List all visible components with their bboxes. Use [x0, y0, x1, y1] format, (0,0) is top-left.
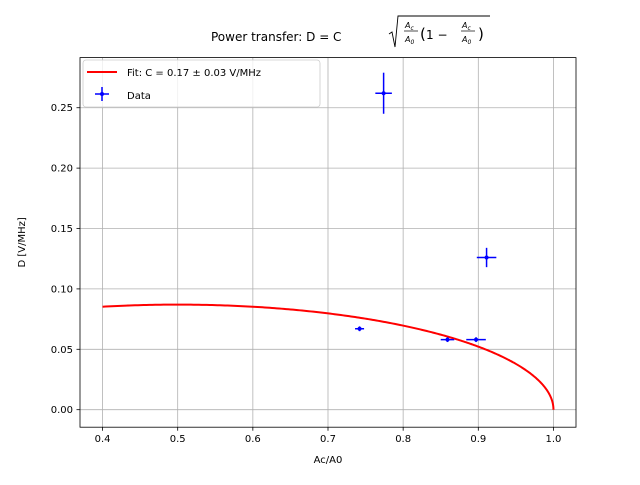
frac-den-2: A0	[461, 35, 471, 46]
data-point	[466, 337, 486, 343]
y-tick-label: 0.10	[51, 284, 73, 295]
title-formula-text: Ac A0 ( 1 − Ac A0 )	[404, 21, 484, 46]
y-axis-label: D [V/MHz]	[17, 217, 28, 267]
paren-close: )	[478, 25, 484, 43]
paren-open: (	[420, 25, 426, 43]
legend-fit-label: Fit: C = 0.17 ± 0.03 V/MHz	[127, 68, 261, 79]
grid	[80, 57, 576, 428]
chart-title: Power transfer: D = C Ac A0 ( 1 − Ac A0 …	[211, 15, 490, 48]
x-axis-label: Ac/A0	[314, 455, 343, 466]
data-marker	[357, 326, 362, 331]
x-tick-label: 0.4	[95, 434, 111, 445]
data-marker	[381, 91, 386, 96]
x-tick-label: 0.7	[320, 434, 336, 445]
title-formula	[388, 15, 490, 48]
legend-data-swatch	[95, 87, 109, 101]
y-tick-label: 0.00	[51, 405, 73, 416]
y-tick-label: 0.25	[51, 103, 73, 114]
ticks: 0.4 0.5 0.6 0.7 0.8 0.9 1.0 0.00 0.05 0.10 0.15 0.2…	[51, 103, 562, 445]
data-point	[375, 72, 392, 114]
x-tick-label: 0.9	[470, 434, 486, 445]
legend-data-label: Data	[127, 91, 151, 102]
x-tick-label: 0.8	[395, 434, 411, 445]
x-tick-label: 0.5	[170, 434, 186, 445]
data-layer	[355, 72, 497, 343]
sqrt-sign	[388, 15, 490, 48]
y-tick-label: 0.05	[51, 345, 73, 356]
data-marker	[474, 337, 479, 342]
y-tick-label: 0.15	[51, 224, 73, 235]
one-minus: 1 −	[426, 28, 448, 42]
data-point	[355, 326, 365, 332]
frac-num-2: Ac	[461, 21, 471, 32]
title-prefix: Power transfer: D = C	[211, 30, 341, 44]
frac-den-1: A0	[404, 35, 414, 46]
x-tick-label: 0.6	[245, 434, 261, 445]
fit-layer	[102, 303, 555, 410]
x-tick-label: 1.0	[546, 434, 562, 445]
data-point	[476, 247, 497, 268]
data-marker	[445, 337, 450, 342]
legend-box	[82, 59, 321, 108]
y-tick-label: 0.20	[51, 164, 73, 175]
data-marker	[484, 255, 489, 260]
fit-line	[102, 303, 555, 410]
frac-num-1: Ac	[404, 21, 414, 32]
data-point	[440, 337, 455, 343]
legend: Fit: C = 0.17 ± 0.03 V/MHz Data	[82, 59, 321, 108]
